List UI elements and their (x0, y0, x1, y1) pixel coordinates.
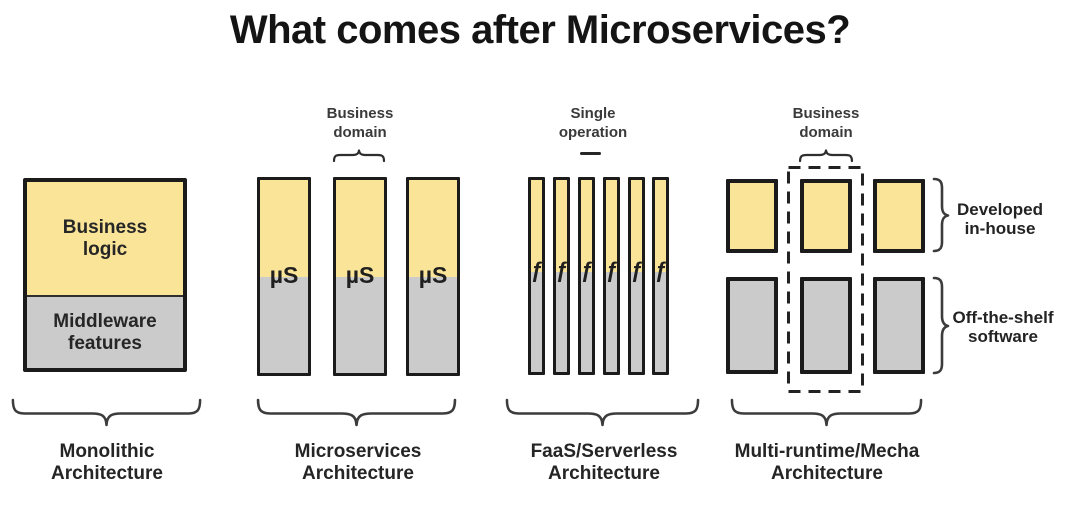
inhouse-component-box (873, 179, 925, 253)
microservice-bar-business-part (336, 180, 384, 277)
single-operation-underline-icon (580, 152, 601, 155)
microservice-bar: µS (333, 177, 387, 376)
microservice-bar-business-part (409, 180, 457, 277)
function-bar-label: ƒ (581, 257, 594, 283)
function-bar: ƒ (652, 177, 669, 375)
right-brace-inhouse-icon (932, 177, 950, 253)
offtheshelf-component-box (726, 277, 778, 374)
over-brace-business-domain-mr-icon (798, 149, 854, 163)
over-brace-business-domain-ms-icon (332, 149, 386, 163)
business-logic-label: Business logic (62, 216, 148, 260)
annotation-business-domain-ms: Business domain (326, 105, 394, 141)
function-bar: ƒ (628, 177, 645, 375)
under-brace-faas-icon (505, 398, 700, 427)
label-offtheshelf-software: Off-the-shelf software (952, 308, 1054, 346)
function-bar-label: ƒ (556, 257, 569, 283)
monolith-box: Business logic Middleware features (23, 178, 187, 372)
function-bar: ƒ (578, 177, 595, 375)
function-bar-label: ƒ (655, 257, 668, 283)
microservice-bar: µS (406, 177, 460, 376)
microservice-bar-label: µS (345, 261, 375, 288)
function-bar: ƒ (528, 177, 545, 375)
microservice-bar-label: µS (418, 261, 448, 288)
function-bar-business-part (606, 180, 617, 272)
inhouse-component-box (800, 179, 852, 253)
microservice-bar-label: µS (269, 261, 299, 288)
function-bar-label: ƒ (606, 257, 619, 283)
function-bar-label: ƒ (631, 257, 644, 283)
monolith-middleware-block: Middleware features (27, 297, 183, 368)
caption-faas: FaaS/Serverless Architecture (530, 441, 678, 484)
caption-multiruntime: Multi-runtime/Mecha Architecture (734, 441, 920, 484)
under-brace-multiruntime-icon (730, 398, 923, 427)
caption-monolithic: Monolithic Architecture (51, 441, 163, 484)
monolith-business-logic-block: Business logic (27, 182, 183, 297)
function-bar: ƒ (603, 177, 620, 375)
inhouse-component-box (726, 179, 778, 253)
offtheshelf-component-box (800, 277, 852, 374)
under-brace-monolithic-icon (11, 398, 202, 427)
caption-microservices: Microservices Architecture (294, 441, 422, 484)
function-bar: ƒ (553, 177, 570, 375)
microservice-bar: µS (257, 177, 311, 376)
under-brace-microservices-icon (256, 398, 457, 427)
function-bar-business-part (655, 180, 666, 272)
microservice-bar-business-part (260, 180, 308, 277)
offtheshelf-component-box (873, 277, 925, 374)
annotation-business-domain-mr: Business domain (792, 105, 860, 141)
page-title: What comes after Microservices? (229, 8, 851, 52)
function-bar-business-part (531, 180, 542, 272)
right-brace-offtheshelf-icon (932, 276, 950, 375)
function-bar-business-part (556, 180, 567, 272)
function-bar-business-part (581, 180, 592, 272)
business-domain-dashed-outline-icon (787, 166, 864, 393)
annotation-single-operation: Single operation (558, 105, 628, 141)
function-bar-label: ƒ (531, 257, 544, 283)
middleware-features-label: Middleware features (53, 310, 157, 354)
function-bar-business-part (631, 180, 642, 272)
label-developed-inhouse: Developed in-house (957, 200, 1043, 238)
